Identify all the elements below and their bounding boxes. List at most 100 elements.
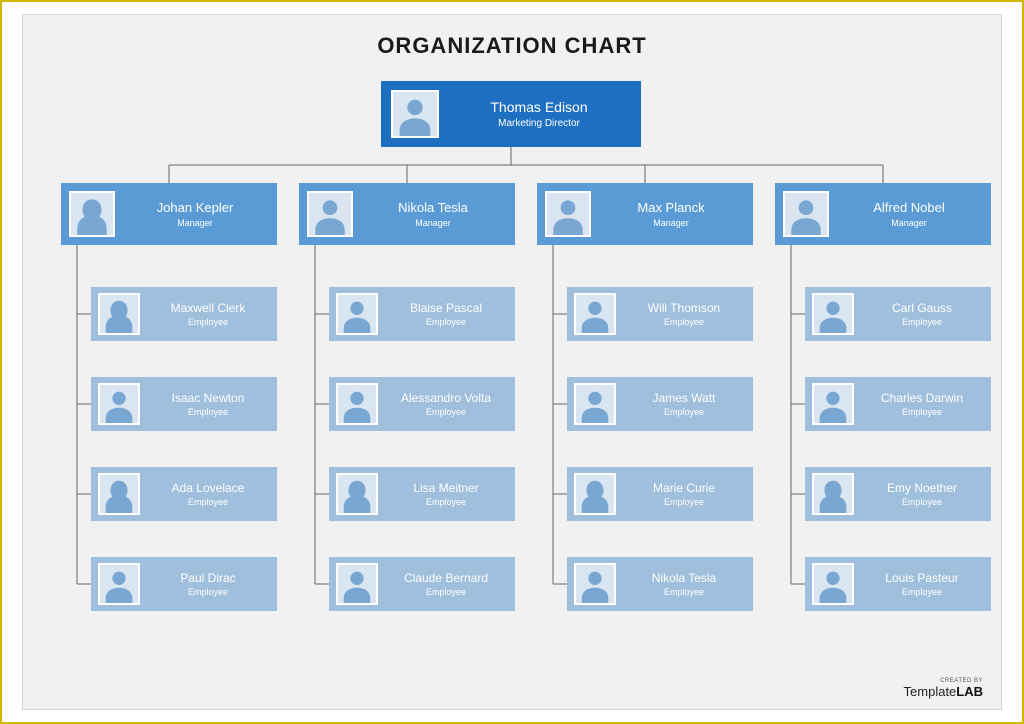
node-role: Employee [623,317,745,327]
node-text: Marie Curie Employee [623,481,753,507]
node-role: Marketing Director [449,118,629,129]
avatar-icon [545,191,591,237]
node-role: Employee [623,587,745,597]
avatar-icon [783,191,829,237]
employee-node: Blaise Pascal Employee [329,287,515,341]
watermark-brand-2: LAB [956,684,983,699]
node-name: Max Planck [599,200,743,216]
node-name: Maxwell Clerk [147,301,269,315]
employee-node: Ada Lovelace Employee [91,467,277,521]
employee-node: Lisa Meitner Employee [329,467,515,521]
node-name: Emy Noether [861,481,983,495]
employee-node: James Watt Employee [567,377,753,431]
avatar-icon [336,383,378,425]
node-text: Emy Noether Employee [861,481,991,507]
node-role: Employee [623,497,745,507]
node-text: Alfred Nobel Manager [837,200,991,228]
node-role: Employee [147,497,269,507]
node-text: Lisa Meitner Employee [385,481,515,507]
node-text: Max Planck Manager [599,200,753,228]
node-role: Employee [385,587,507,597]
employee-node: Paul Dirac Employee [91,557,277,611]
node-name: Thomas Edison [449,99,629,116]
node-text: Isaac Newton Employee [147,391,277,417]
node-role: Employee [385,497,507,507]
avatar-icon [307,191,353,237]
watermark-brand-1: Template [904,684,957,699]
director-node: Thomas Edison Marketing Director [381,81,641,147]
avatar-icon [391,90,439,138]
avatar-icon [812,563,854,605]
node-text: Thomas Edison Marketing Director [449,99,641,129]
node-role: Employee [147,587,269,597]
node-role: Manager [599,218,743,228]
avatar-icon [574,473,616,515]
employee-node: Alessandro Volta Employee [329,377,515,431]
avatar-icon [812,383,854,425]
node-name: Alessandro Volta [385,391,507,405]
watermark: CREATED BY TemplateLAB [904,678,983,699]
employee-node: Will Thomson Employee [567,287,753,341]
node-role: Employee [861,407,983,417]
node-name: Marie Curie [623,481,745,495]
node-text: Blaise Pascal Employee [385,301,515,327]
node-name: Louis Pasteur [861,571,983,585]
node-text: Claude Bernard Employee [385,571,515,597]
employee-node: Louis Pasteur Employee [805,557,991,611]
employee-node: Carl Gauss Employee [805,287,991,341]
node-role: Employee [861,317,983,327]
node-role: Employee [861,587,983,597]
node-role: Employee [385,407,507,417]
node-role: Employee [147,407,269,417]
node-text: Charles Darwin Employee [861,391,991,417]
employee-node: Maxwell Clerk Employee [91,287,277,341]
node-role: Employee [623,407,745,417]
avatar-icon [98,563,140,605]
org-chart-page: ORGANIZATION CHART [22,14,1002,710]
avatar-icon [812,473,854,515]
node-text: Maxwell Clerk Employee [147,301,277,327]
node-name: Nikola Tesla [623,571,745,585]
node-text: Carl Gauss Employee [861,301,991,327]
node-name: James Watt [623,391,745,405]
node-name: Lisa Meitner [385,481,507,495]
manager-node: Nikola Tesla Manager [299,183,515,245]
node-text: Nikola Tesla Employee [623,571,753,597]
avatar-icon [98,293,140,335]
node-name: Will Thomson [623,301,745,315]
avatar-icon [812,293,854,335]
employee-node: Marie Curie Employee [567,467,753,521]
employee-node: Claude Bernard Employee [329,557,515,611]
manager-node: Alfred Nobel Manager [775,183,991,245]
manager-node: Max Planck Manager [537,183,753,245]
node-role: Employee [147,317,269,327]
node-name: Nikola Tesla [361,200,505,216]
node-name: Carl Gauss [861,301,983,315]
employee-node: Nikola Tesla Employee [567,557,753,611]
node-text: Ada Lovelace Employee [147,481,277,507]
node-text: Louis Pasteur Employee [861,571,991,597]
node-role: Employee [385,317,507,327]
node-name: Blaise Pascal [385,301,507,315]
node-role: Employee [861,497,983,507]
employee-node: Charles Darwin Employee [805,377,991,431]
avatar-icon [336,293,378,335]
avatar-icon [336,473,378,515]
node-text: Will Thomson Employee [623,301,753,327]
node-role: Manager [361,218,505,228]
employee-node: Emy Noether Employee [805,467,991,521]
node-text: Alessandro Volta Employee [385,391,515,417]
node-name: Paul Dirac [147,571,269,585]
node-name: Johan Kepler [123,200,267,216]
avatar-icon [574,383,616,425]
avatar-icon [98,383,140,425]
node-role: Manager [123,218,267,228]
node-role: Manager [837,218,981,228]
avatar-icon [574,293,616,335]
node-text: Paul Dirac Employee [147,571,277,597]
node-name: Alfred Nobel [837,200,981,216]
employee-node: Isaac Newton Employee [91,377,277,431]
node-name: Isaac Newton [147,391,269,405]
manager-node: Johan Kepler Manager [61,183,277,245]
avatar-icon [336,563,378,605]
